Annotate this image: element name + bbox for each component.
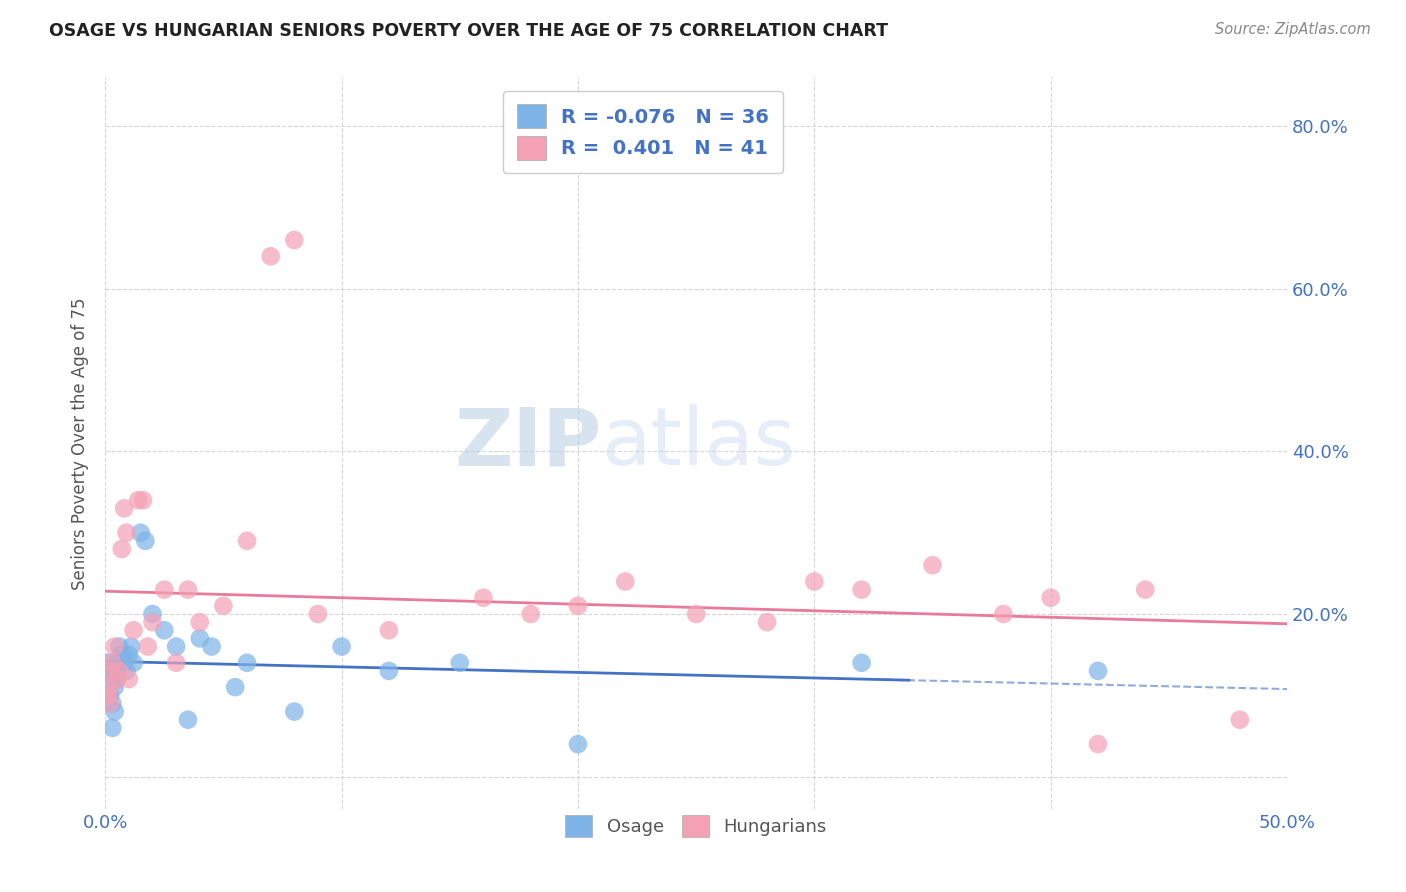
Point: [101, 664, 124, 678]
Point: [122, 656, 145, 670]
Point: [567, 737, 589, 751]
Point: [97, 689, 120, 703]
Point: [115, 525, 138, 540]
Point: [851, 582, 873, 597]
Point: [112, 656, 135, 670]
Point: [98, 664, 121, 678]
Y-axis label: Seniors Poverty Over the Age of 75: Seniors Poverty Over the Age of 75: [72, 297, 89, 590]
Text: OSAGE VS HUNGARIAN SENIORS POVERTY OVER THE AGE OF 75 CORRELATION CHART: OSAGE VS HUNGARIAN SENIORS POVERTY OVER …: [49, 22, 889, 40]
Point: [153, 582, 176, 597]
Point: [472, 591, 495, 605]
Point: [519, 607, 541, 621]
Point: [105, 664, 128, 678]
Point: [111, 648, 134, 662]
Point: [111, 541, 134, 556]
Point: [105, 656, 128, 670]
Point: [97, 672, 120, 686]
Point: [97, 656, 120, 670]
Text: atlas: atlas: [602, 404, 796, 483]
Point: [134, 533, 156, 548]
Point: [153, 624, 176, 638]
Point: [200, 640, 222, 654]
Point: [101, 721, 124, 735]
Point: [236, 533, 259, 548]
Point: [993, 607, 1015, 621]
Point: [260, 249, 283, 263]
Point: [141, 607, 163, 621]
Point: [97, 664, 120, 678]
Point: [177, 582, 200, 597]
Point: [307, 607, 329, 621]
Point: [567, 599, 589, 613]
Point: [120, 640, 142, 654]
Point: [98, 689, 121, 703]
Point: [330, 640, 353, 654]
Point: [98, 680, 121, 694]
Legend: Osage, Hungarians: Osage, Hungarians: [558, 807, 834, 844]
Point: [122, 624, 145, 638]
Point: [236, 656, 259, 670]
Point: [105, 672, 128, 686]
Point: [165, 640, 187, 654]
Point: [141, 615, 163, 629]
Point: [283, 705, 305, 719]
Point: [101, 697, 124, 711]
Point: [1087, 664, 1109, 678]
Point: [118, 672, 141, 686]
Point: [803, 574, 825, 589]
Point: [1135, 582, 1157, 597]
Point: [136, 640, 159, 654]
Point: [101, 656, 124, 670]
Point: [115, 664, 138, 678]
Point: [129, 525, 152, 540]
Point: [449, 656, 471, 670]
Text: ZIP: ZIP: [454, 404, 602, 483]
Point: [112, 501, 135, 516]
Point: [212, 599, 235, 613]
Point: [1087, 737, 1109, 751]
Point: [1229, 713, 1251, 727]
Point: [224, 680, 246, 694]
Point: [614, 574, 637, 589]
Point: [108, 640, 131, 654]
Point: [104, 705, 127, 719]
Point: [177, 713, 200, 727]
Point: [851, 656, 873, 670]
Point: [127, 493, 149, 508]
Point: [104, 640, 127, 654]
Point: [108, 664, 131, 678]
Point: [118, 648, 141, 662]
Point: [921, 558, 943, 573]
Point: [756, 615, 779, 629]
Point: [378, 624, 401, 638]
Point: [105, 672, 128, 686]
Point: [104, 680, 127, 694]
Point: [165, 656, 187, 670]
Point: [378, 664, 401, 678]
Text: Source: ZipAtlas.com: Source: ZipAtlas.com: [1215, 22, 1371, 37]
Point: [685, 607, 707, 621]
Point: [1039, 591, 1062, 605]
Point: [283, 233, 305, 247]
Point: [98, 697, 121, 711]
Point: [188, 615, 211, 629]
Point: [188, 632, 211, 646]
Point: [132, 493, 155, 508]
